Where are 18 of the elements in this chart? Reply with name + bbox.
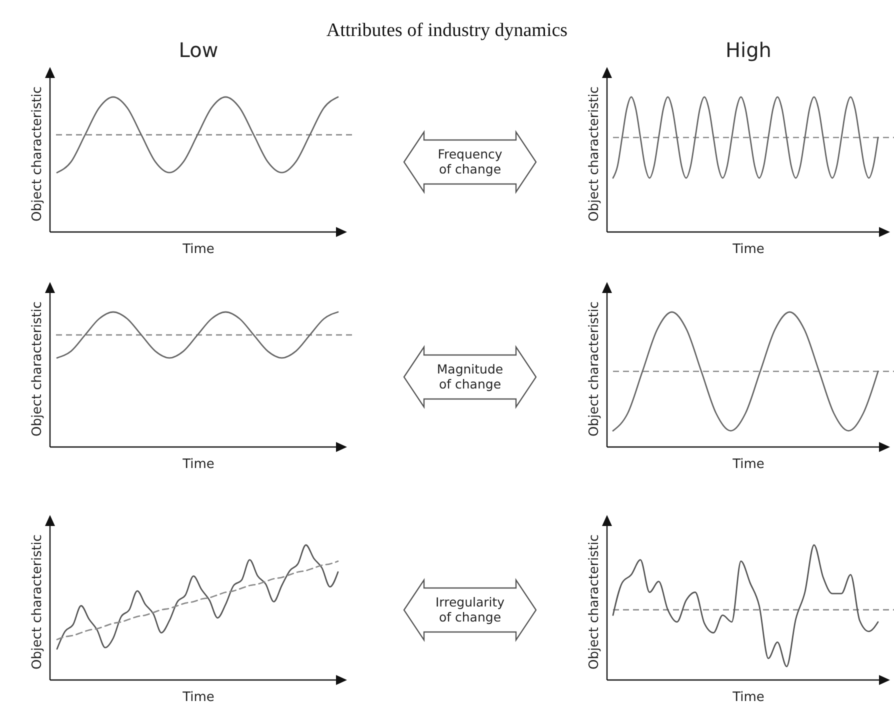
text: Frequency of change: [438, 146, 503, 176]
chart-title: Low: [178, 38, 218, 62]
x-axis-title: Time: [732, 690, 764, 705]
y-axis-title: Object characteristic: [30, 86, 45, 222]
y-axis-title: Object characteristic: [30, 302, 45, 436]
x-axis-title: Time: [732, 457, 764, 472]
text: Attributes of industry dynamics: [326, 20, 568, 41]
y-axis-title: Object characteristic: [587, 534, 602, 670]
x-axis-title: Time: [732, 242, 764, 257]
x-axis-title: Time: [182, 457, 214, 472]
y-axis-title: Object characteristic: [587, 302, 602, 436]
chart-title: High: [726, 38, 772, 62]
text: Irregularity of change: [435, 594, 506, 624]
y-axis-title: Object characteristic: [587, 86, 602, 222]
x-axis-title: Time: [182, 242, 214, 257]
y-axis-title: Object characteristic: [30, 534, 45, 670]
x-axis-title: Time: [182, 690, 214, 705]
text: Magnitude of change: [436, 362, 504, 392]
